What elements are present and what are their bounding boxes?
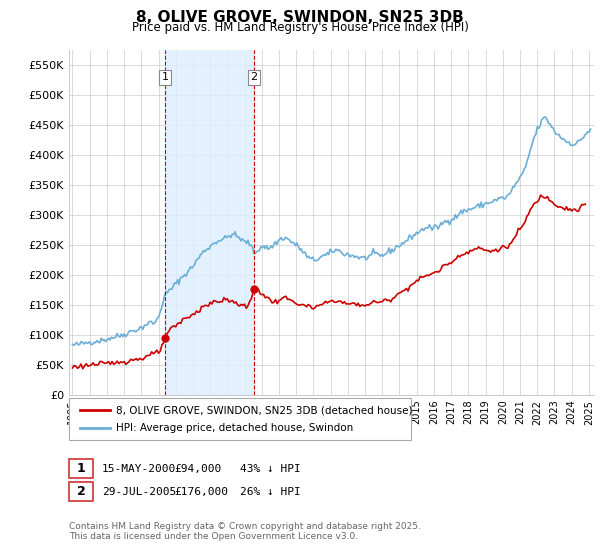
Text: 29-JUL-2005: 29-JUL-2005 xyxy=(102,487,176,497)
Text: £176,000: £176,000 xyxy=(174,487,228,497)
Text: HPI: Average price, detached house, Swindon: HPI: Average price, detached house, Swin… xyxy=(116,423,353,433)
Text: 26% ↓ HPI: 26% ↓ HPI xyxy=(240,487,301,497)
Text: 15-MAY-2000: 15-MAY-2000 xyxy=(102,464,176,474)
Text: £94,000: £94,000 xyxy=(174,464,221,474)
Text: 43% ↓ HPI: 43% ↓ HPI xyxy=(240,464,301,474)
Bar xyxy=(165,50,254,395)
Text: Contains HM Land Registry data © Crown copyright and database right 2025.
This d: Contains HM Land Registry data © Crown c… xyxy=(69,522,421,542)
Text: 2: 2 xyxy=(250,72,257,82)
Text: 1: 1 xyxy=(161,72,169,82)
Text: 1: 1 xyxy=(77,462,85,475)
Text: 8, OLIVE GROVE, SWINDON, SN25 3DB: 8, OLIVE GROVE, SWINDON, SN25 3DB xyxy=(136,10,464,25)
Text: Price paid vs. HM Land Registry's House Price Index (HPI): Price paid vs. HM Land Registry's House … xyxy=(131,21,469,34)
Text: 8, OLIVE GROVE, SWINDON, SN25 3DB (detached house): 8, OLIVE GROVE, SWINDON, SN25 3DB (detac… xyxy=(116,405,412,415)
Text: 2: 2 xyxy=(77,485,85,498)
